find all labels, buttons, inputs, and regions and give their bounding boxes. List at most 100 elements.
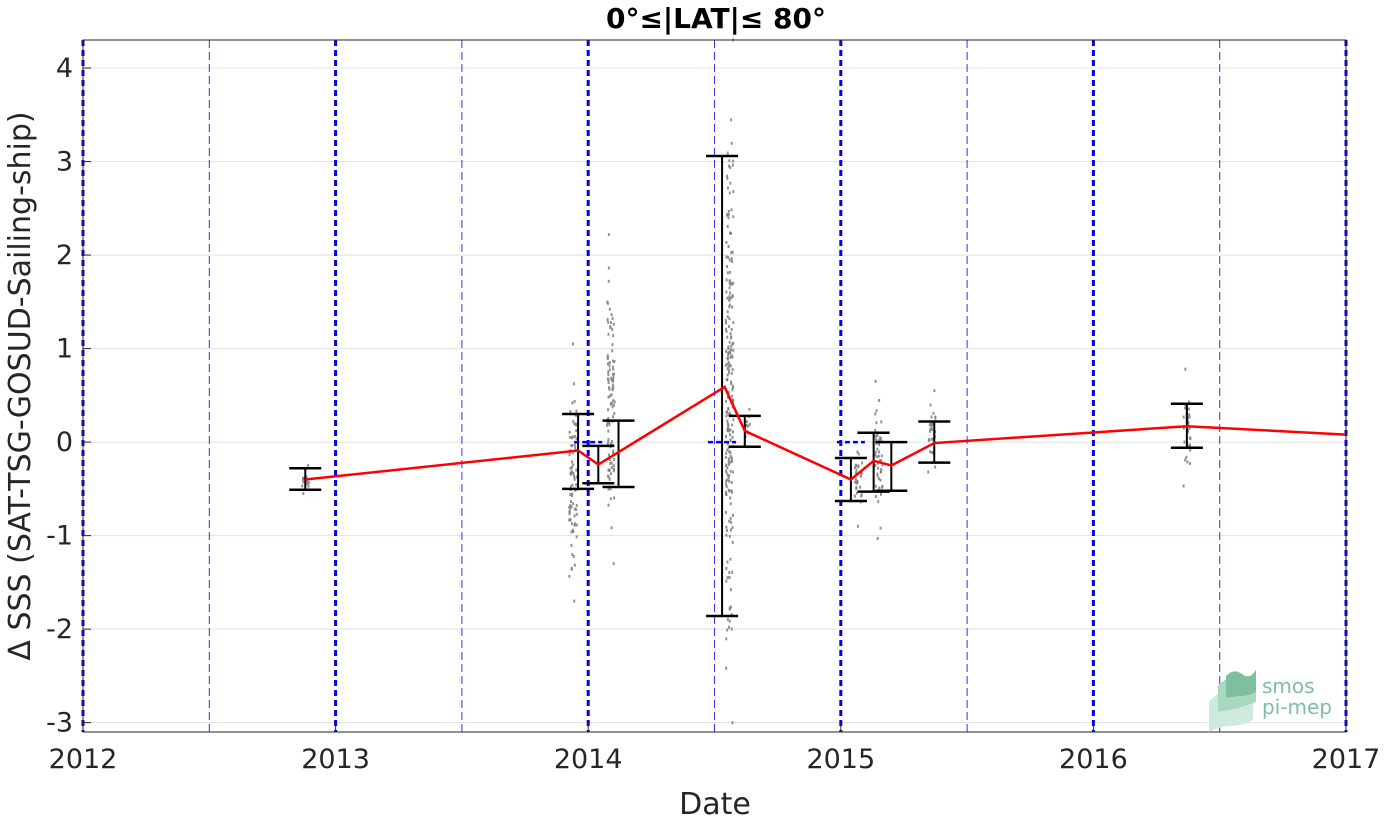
y-tick-labels: -3 -2 -1 0 1 2 3 4 — [46, 53, 91, 739]
scatter-point — [727, 164, 730, 168]
scatter-point — [729, 438, 732, 442]
scatter-point — [607, 362, 610, 366]
scatter-point — [726, 265, 729, 269]
scatter-point — [575, 475, 578, 479]
scatter-point — [875, 455, 878, 459]
scatter-point — [876, 447, 879, 451]
scatter-point — [725, 482, 728, 486]
scatter-point — [857, 452, 860, 456]
y-tick-label: 4 — [56, 53, 73, 84]
scatter-point — [730, 251, 733, 255]
scatter-point — [928, 423, 931, 427]
scatter-point — [729, 348, 732, 352]
scatter-point — [855, 468, 858, 472]
scatter-point — [573, 599, 576, 603]
scatter-point — [1184, 458, 1187, 462]
scatter-point — [607, 408, 610, 412]
scatter-point — [725, 329, 728, 333]
scatter-point — [575, 468, 578, 472]
scatter-point — [726, 310, 729, 314]
scatter-point — [725, 321, 728, 325]
scatter-point — [725, 255, 728, 259]
scatter-point — [568, 505, 571, 509]
scatter-point — [569, 410, 572, 414]
scatter-point — [725, 525, 728, 529]
scatter-point — [859, 485, 862, 489]
scatter-point — [606, 354, 609, 358]
scatter-point — [727, 216, 730, 220]
scatter-point — [727, 488, 730, 492]
scatter-point — [879, 470, 882, 474]
scatter-point — [875, 421, 878, 425]
scatter-point — [729, 433, 732, 437]
scatter-point — [878, 443, 881, 447]
scatter-point — [726, 186, 729, 190]
scatter-point — [573, 442, 576, 446]
scatter-point — [729, 291, 732, 295]
scatter-point — [575, 535, 578, 539]
scatter-point — [859, 474, 862, 478]
scatter-point — [608, 368, 611, 372]
scatter-point — [728, 351, 731, 355]
scatter-point — [731, 570, 734, 574]
scatter-point — [727, 213, 730, 217]
scatter-point — [571, 492, 574, 496]
scatter-point — [875, 409, 878, 413]
y-tick-label: 1 — [56, 334, 73, 365]
scatter-point — [571, 451, 574, 455]
scatter-point — [727, 459, 730, 463]
scatter-point — [612, 464, 615, 468]
scatter-point — [728, 340, 731, 344]
scatter-point — [731, 250, 734, 254]
x-tick-label: 2015 — [806, 744, 875, 775]
scatter-point — [880, 420, 883, 424]
scatter-point — [729, 332, 732, 336]
scatter-point — [880, 467, 883, 471]
scatter-point — [606, 317, 609, 321]
scatter-point — [302, 477, 305, 481]
scatter-point — [931, 451, 934, 455]
scatter-point — [934, 415, 937, 419]
scatter-point — [876, 433, 879, 437]
scatter-point — [729, 270, 732, 274]
scatter-point — [727, 325, 730, 329]
scatter-point — [572, 419, 575, 423]
scatter-point — [728, 279, 731, 283]
scatter-point — [929, 427, 932, 431]
scatter-point — [731, 526, 734, 530]
scatter-point — [725, 464, 728, 468]
scatter-point — [728, 303, 731, 307]
scatter-point — [730, 605, 733, 609]
scatter-point — [725, 240, 728, 244]
scatter-point — [570, 567, 573, 571]
scatter-point — [724, 469, 727, 473]
scatter-point — [612, 375, 615, 379]
scatter-point — [607, 378, 610, 382]
scatter-point — [568, 518, 571, 522]
scatter-point — [607, 417, 610, 421]
scatter-point — [726, 617, 729, 621]
scatter-point — [728, 607, 731, 611]
scatter-point — [572, 502, 575, 506]
scatter-point — [302, 480, 305, 484]
scatter-point — [725, 479, 728, 483]
scatter-point — [725, 471, 728, 475]
scatter-point — [608, 477, 611, 481]
scatter-point — [729, 364, 732, 368]
scatter-point — [1187, 429, 1190, 433]
mean-series-line — [305, 385, 1347, 481]
scatter-point — [931, 428, 934, 432]
scatter-point — [728, 258, 731, 262]
scatter-point — [730, 520, 733, 524]
scatter-point — [612, 467, 615, 471]
scatter-point — [608, 458, 611, 462]
scatter-point — [575, 437, 578, 441]
logo-line2: pi-mep — [1262, 695, 1332, 719]
scatter-point — [877, 454, 880, 458]
scatter-point — [610, 461, 613, 465]
scatter-point — [854, 477, 857, 481]
scatter-point — [568, 510, 571, 514]
scatter-point — [612, 451, 615, 455]
scatter-point — [878, 459, 881, 463]
scatter-point — [610, 378, 613, 382]
